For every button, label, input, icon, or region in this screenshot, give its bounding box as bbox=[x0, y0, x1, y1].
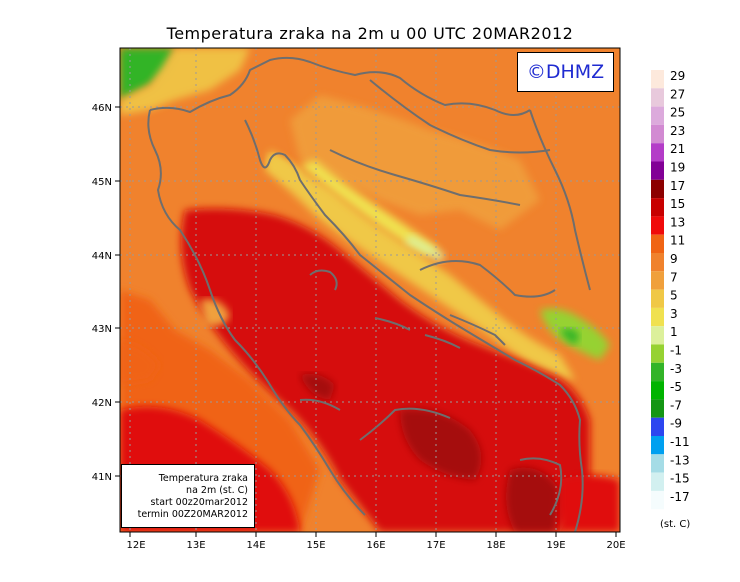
legend-swatch bbox=[651, 362, 664, 382]
legend-swatch bbox=[651, 253, 664, 272]
latitude-labels: 46N 45N 44N 43N 42N 41N bbox=[92, 103, 112, 483]
legend-swatch bbox=[651, 472, 664, 491]
legend-swatch bbox=[651, 326, 664, 345]
legend-swatch bbox=[651, 161, 664, 180]
legend-swatch bbox=[651, 216, 664, 235]
cold-spot-1 bbox=[405, 235, 445, 262]
legend-label: 3 bbox=[670, 307, 678, 321]
legend-label: -7 bbox=[670, 398, 682, 412]
lat-label: 42N bbox=[92, 398, 112, 409]
alps-cold bbox=[120, 48, 175, 100]
lon-label: 18E bbox=[486, 540, 505, 551]
graticule bbox=[120, 48, 620, 532]
legend-label: -15 bbox=[670, 472, 690, 486]
legend-swatch bbox=[651, 88, 664, 107]
legend-label: -17 bbox=[670, 490, 690, 504]
adriatic-sea bbox=[181, 208, 590, 532]
legend-label: 1 bbox=[670, 325, 678, 339]
legend-unit: (st. C) bbox=[660, 519, 691, 530]
lon-label: 19E bbox=[546, 540, 565, 551]
kvarner-cold bbox=[268, 155, 300, 185]
lon-label: 17E bbox=[426, 540, 445, 551]
legend-swatch bbox=[651, 490, 664, 510]
legend-label: 29 bbox=[670, 69, 685, 83]
longitude-labels: 12E 13E 14E 15E 16E 17E 18E 19E 20E bbox=[126, 540, 625, 551]
lat-label: 43N bbox=[92, 324, 112, 335]
lon-label: 16E bbox=[366, 540, 385, 551]
lon-label: 14E bbox=[246, 540, 265, 551]
legend-label: 13 bbox=[670, 215, 685, 229]
map-title: Temperatura zraka na 2m u 00 UTC 20MAR20… bbox=[166, 24, 574, 43]
dinaric-cold bbox=[300, 160, 440, 255]
legend-label: -11 bbox=[670, 435, 690, 449]
lat-label: 45N bbox=[92, 177, 112, 188]
lat-label: 44N bbox=[92, 251, 112, 262]
legend-label: 19 bbox=[670, 161, 685, 175]
sea-dark-2 bbox=[400, 409, 482, 480]
plain-patch bbox=[290, 95, 540, 230]
legend-swatch bbox=[651, 436, 664, 455]
lat-label: 41N bbox=[92, 472, 112, 483]
legend-swatch bbox=[651, 234, 664, 253]
lon-label: 20E bbox=[606, 540, 625, 551]
legend-label: -9 bbox=[670, 417, 682, 431]
legend-label: 11 bbox=[670, 234, 685, 248]
info-line-2: na 2m (st. C) bbox=[186, 485, 248, 496]
legend-label: 21 bbox=[670, 142, 685, 156]
legend-swatch bbox=[651, 344, 664, 363]
lat-label: 46N bbox=[92, 103, 112, 114]
legend-label: -13 bbox=[670, 453, 690, 467]
lon-label: 12E bbox=[126, 540, 145, 551]
legend-swatch bbox=[651, 70, 664, 89]
alps-yellow bbox=[120, 48, 250, 115]
legend-swatch bbox=[651, 124, 664, 144]
logo-text: ©DHMZ bbox=[526, 61, 605, 83]
coastlines bbox=[147, 56, 591, 532]
legend-label: 9 bbox=[670, 252, 678, 266]
legend-label: 25 bbox=[670, 106, 685, 120]
dinaric-belt bbox=[265, 150, 575, 380]
legend-label: -3 bbox=[670, 362, 682, 376]
legend-label: 27 bbox=[670, 87, 685, 101]
legend-swatch bbox=[651, 271, 664, 290]
legend-label: 17 bbox=[670, 179, 685, 193]
info-line-3: start 00z20mar2012 bbox=[150, 497, 248, 508]
legend-label: 15 bbox=[670, 197, 685, 211]
cold-spot-3 bbox=[560, 328, 580, 345]
legend-label: 5 bbox=[670, 289, 678, 303]
legend-swatch bbox=[651, 454, 664, 473]
info-line-1: Temperatura zraka bbox=[158, 473, 248, 484]
legend-swatch bbox=[651, 106, 664, 125]
legend-swatch bbox=[651, 198, 664, 217]
lon-label: 15E bbox=[306, 540, 325, 551]
info-line-4: termin 00Z20MAR2012 bbox=[137, 509, 248, 520]
sea-dark-1 bbox=[300, 373, 335, 400]
legend-swatch bbox=[651, 179, 664, 199]
legend-swatch bbox=[651, 307, 664, 327]
legend-label: 7 bbox=[670, 270, 678, 284]
info-box: Temperatura zraka na 2m (st. C) start 00… bbox=[121, 464, 255, 528]
dhmz-logo: ©DHMZ bbox=[517, 52, 614, 92]
legend-label: -1 bbox=[670, 344, 682, 358]
tick-marks bbox=[115, 106, 617, 537]
legend-label: 23 bbox=[670, 124, 685, 138]
legend-swatch bbox=[651, 381, 664, 400]
legend-swatch bbox=[651, 399, 664, 418]
legend-swatch bbox=[651, 289, 664, 308]
lon-label: 13E bbox=[186, 540, 205, 551]
ionian-sea bbox=[560, 475, 620, 532]
map-frame bbox=[119, 47, 621, 533]
legend-label: -5 bbox=[670, 380, 682, 394]
sea-dark-3 bbox=[506, 467, 560, 532]
legend-swatch bbox=[651, 417, 664, 436]
legend-swatch bbox=[651, 143, 664, 162]
